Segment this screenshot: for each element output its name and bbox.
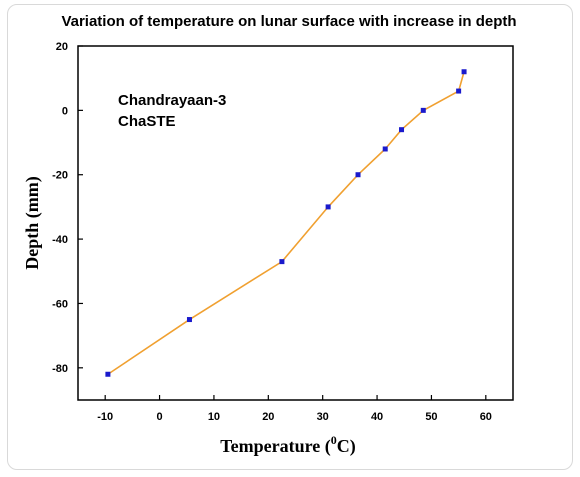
y-tick-label: 20 [56, 41, 68, 53]
y-tick-label: -80 [52, 363, 68, 375]
x-axis-title-main: Temperature ( [220, 436, 330, 457]
y-tick-label: 0 [62, 105, 68, 117]
data-point [279, 259, 285, 265]
x-tick-label: 30 [317, 411, 329, 423]
data-point [325, 204, 331, 210]
data-point [186, 317, 192, 323]
y-axis-title: Depth (mm) [22, 176, 43, 269]
chart-title: Variation of temperature on lunar surfac… [61, 13, 516, 30]
chart-card [7, 4, 573, 470]
series-line [107, 71, 465, 375]
data-point [461, 69, 467, 75]
y-tick-label: -40 [52, 234, 68, 246]
x-tick-label: 20 [262, 411, 274, 423]
annotation-mission: Chandrayaan-3 [118, 92, 226, 109]
annotation-instrument: ChaSTE [118, 113, 176, 130]
x-tick-label: 40 [371, 411, 383, 423]
x-tick-label: -10 [97, 411, 113, 423]
plot-frame [77, 45, 514, 401]
x-axis-title-end: C) [337, 436, 356, 457]
y-tick-label: -20 [52, 170, 68, 182]
x-axis-ticks: -10 0 10 20 30 40 50 60 [97, 395, 492, 423]
y-axis-ticks: 20 0 -20 -40 -60 -80 [52, 41, 83, 375]
data-point [355, 172, 361, 178]
data-point [105, 371, 111, 377]
series-markers [105, 69, 467, 377]
x-tick-label: 0 [157, 411, 163, 423]
x-axis-title-superscript: 0 [331, 433, 337, 447]
data-point [420, 107, 426, 113]
x-tick-label: 10 [208, 411, 220, 423]
x-axis-title: Temperature (0C) [220, 433, 355, 457]
data-point [456, 88, 462, 94]
data-point [399, 127, 405, 133]
x-tick-label: 60 [480, 411, 492, 423]
x-tick-label: 50 [425, 411, 437, 423]
data-point [382, 146, 388, 152]
y-tick-label: -60 [52, 298, 68, 310]
